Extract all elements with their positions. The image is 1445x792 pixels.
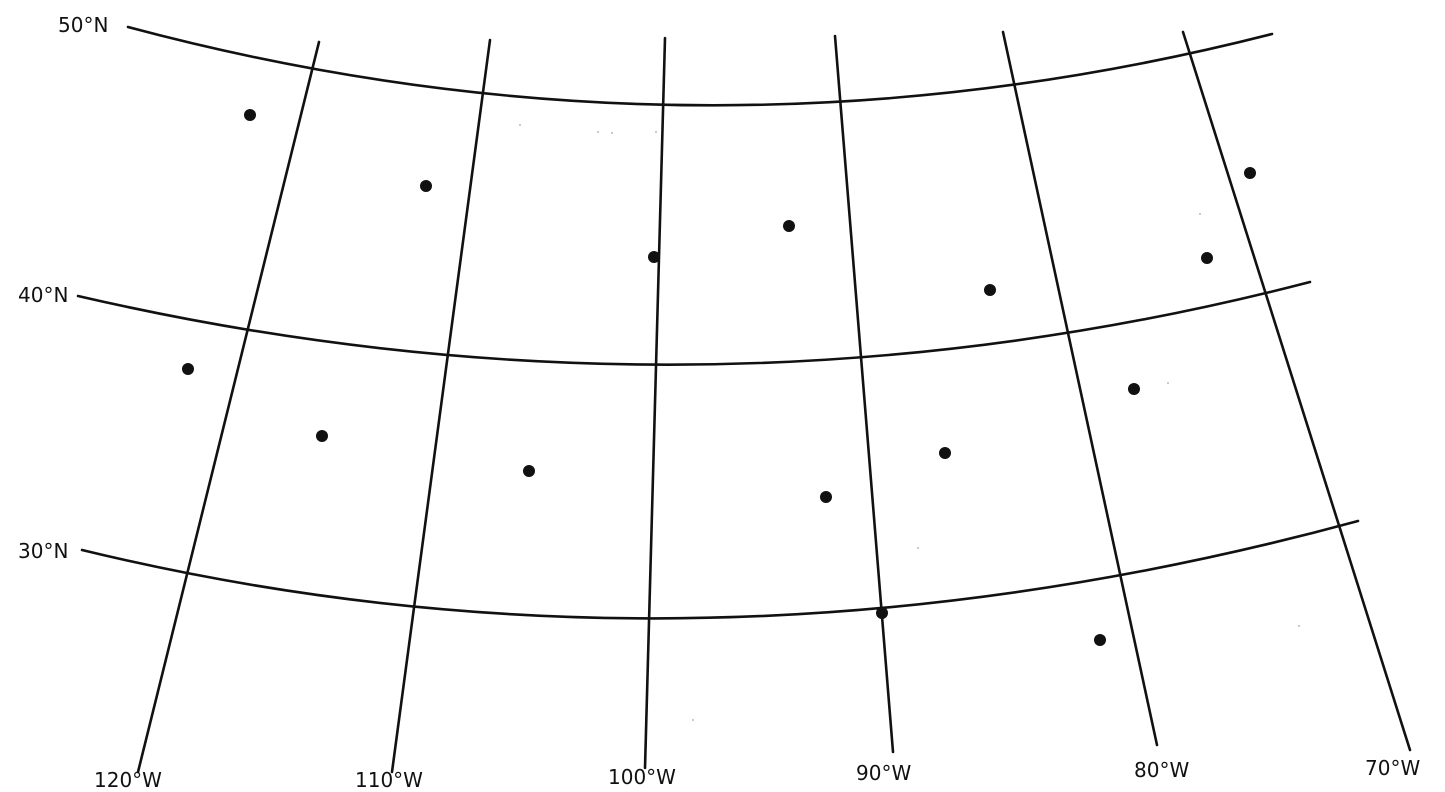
location-point (1128, 383, 1140, 395)
paper-specks (519, 124, 1300, 721)
meridian-100w-line (643, 36, 667, 770)
location-point (1094, 634, 1106, 646)
location-point (244, 109, 256, 121)
meridian-label-70w: 70°W (1365, 756, 1420, 780)
meridian-label-80w: 80°W (1134, 758, 1189, 782)
location-point (876, 607, 888, 619)
location-point (820, 491, 832, 503)
parallel-30n-line (80, 519, 1360, 620)
parallel-label-50n: 50°N (58, 13, 108, 37)
location-point (523, 465, 535, 477)
parallel-40n-line (76, 280, 1312, 366)
location-point (984, 284, 996, 296)
location-point (420, 180, 432, 192)
meridian-label-100w: 100°W (608, 765, 676, 789)
meridian-90w-line (833, 34, 895, 754)
parallel-label-40n: 40°N (18, 283, 68, 307)
meridian-70w-line (1181, 30, 1412, 752)
location-point (1244, 167, 1256, 179)
location-points (182, 109, 1256, 646)
meridian-110w-line (390, 38, 492, 774)
location-point (1201, 252, 1213, 264)
parallel-50n-line (126, 25, 1274, 107)
meridian-label-90w: 90°W (856, 761, 911, 785)
location-point (939, 447, 951, 459)
location-point (648, 251, 660, 263)
meridian-label-110w: 110°W (355, 768, 423, 792)
location-point (316, 430, 328, 442)
meridian-120w-line (136, 40, 321, 774)
meridian-80w-line (1001, 30, 1159, 747)
location-point (182, 363, 194, 375)
meridian-label-120w: 120°W (94, 768, 162, 792)
location-point (783, 220, 795, 232)
parallel-label-30n: 30°N (18, 539, 68, 563)
